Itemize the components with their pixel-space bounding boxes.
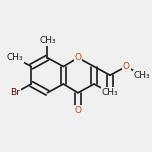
Text: O: O	[107, 88, 114, 97]
Text: CH₃: CH₃	[102, 88, 118, 97]
Text: CH₃: CH₃	[39, 36, 56, 45]
Text: O: O	[74, 106, 81, 115]
Text: CH₃: CH₃	[7, 53, 24, 62]
Text: Br: Br	[10, 88, 20, 97]
Text: O: O	[74, 53, 81, 62]
Text: CH₃: CH₃	[134, 71, 150, 80]
Text: O: O	[123, 62, 130, 71]
